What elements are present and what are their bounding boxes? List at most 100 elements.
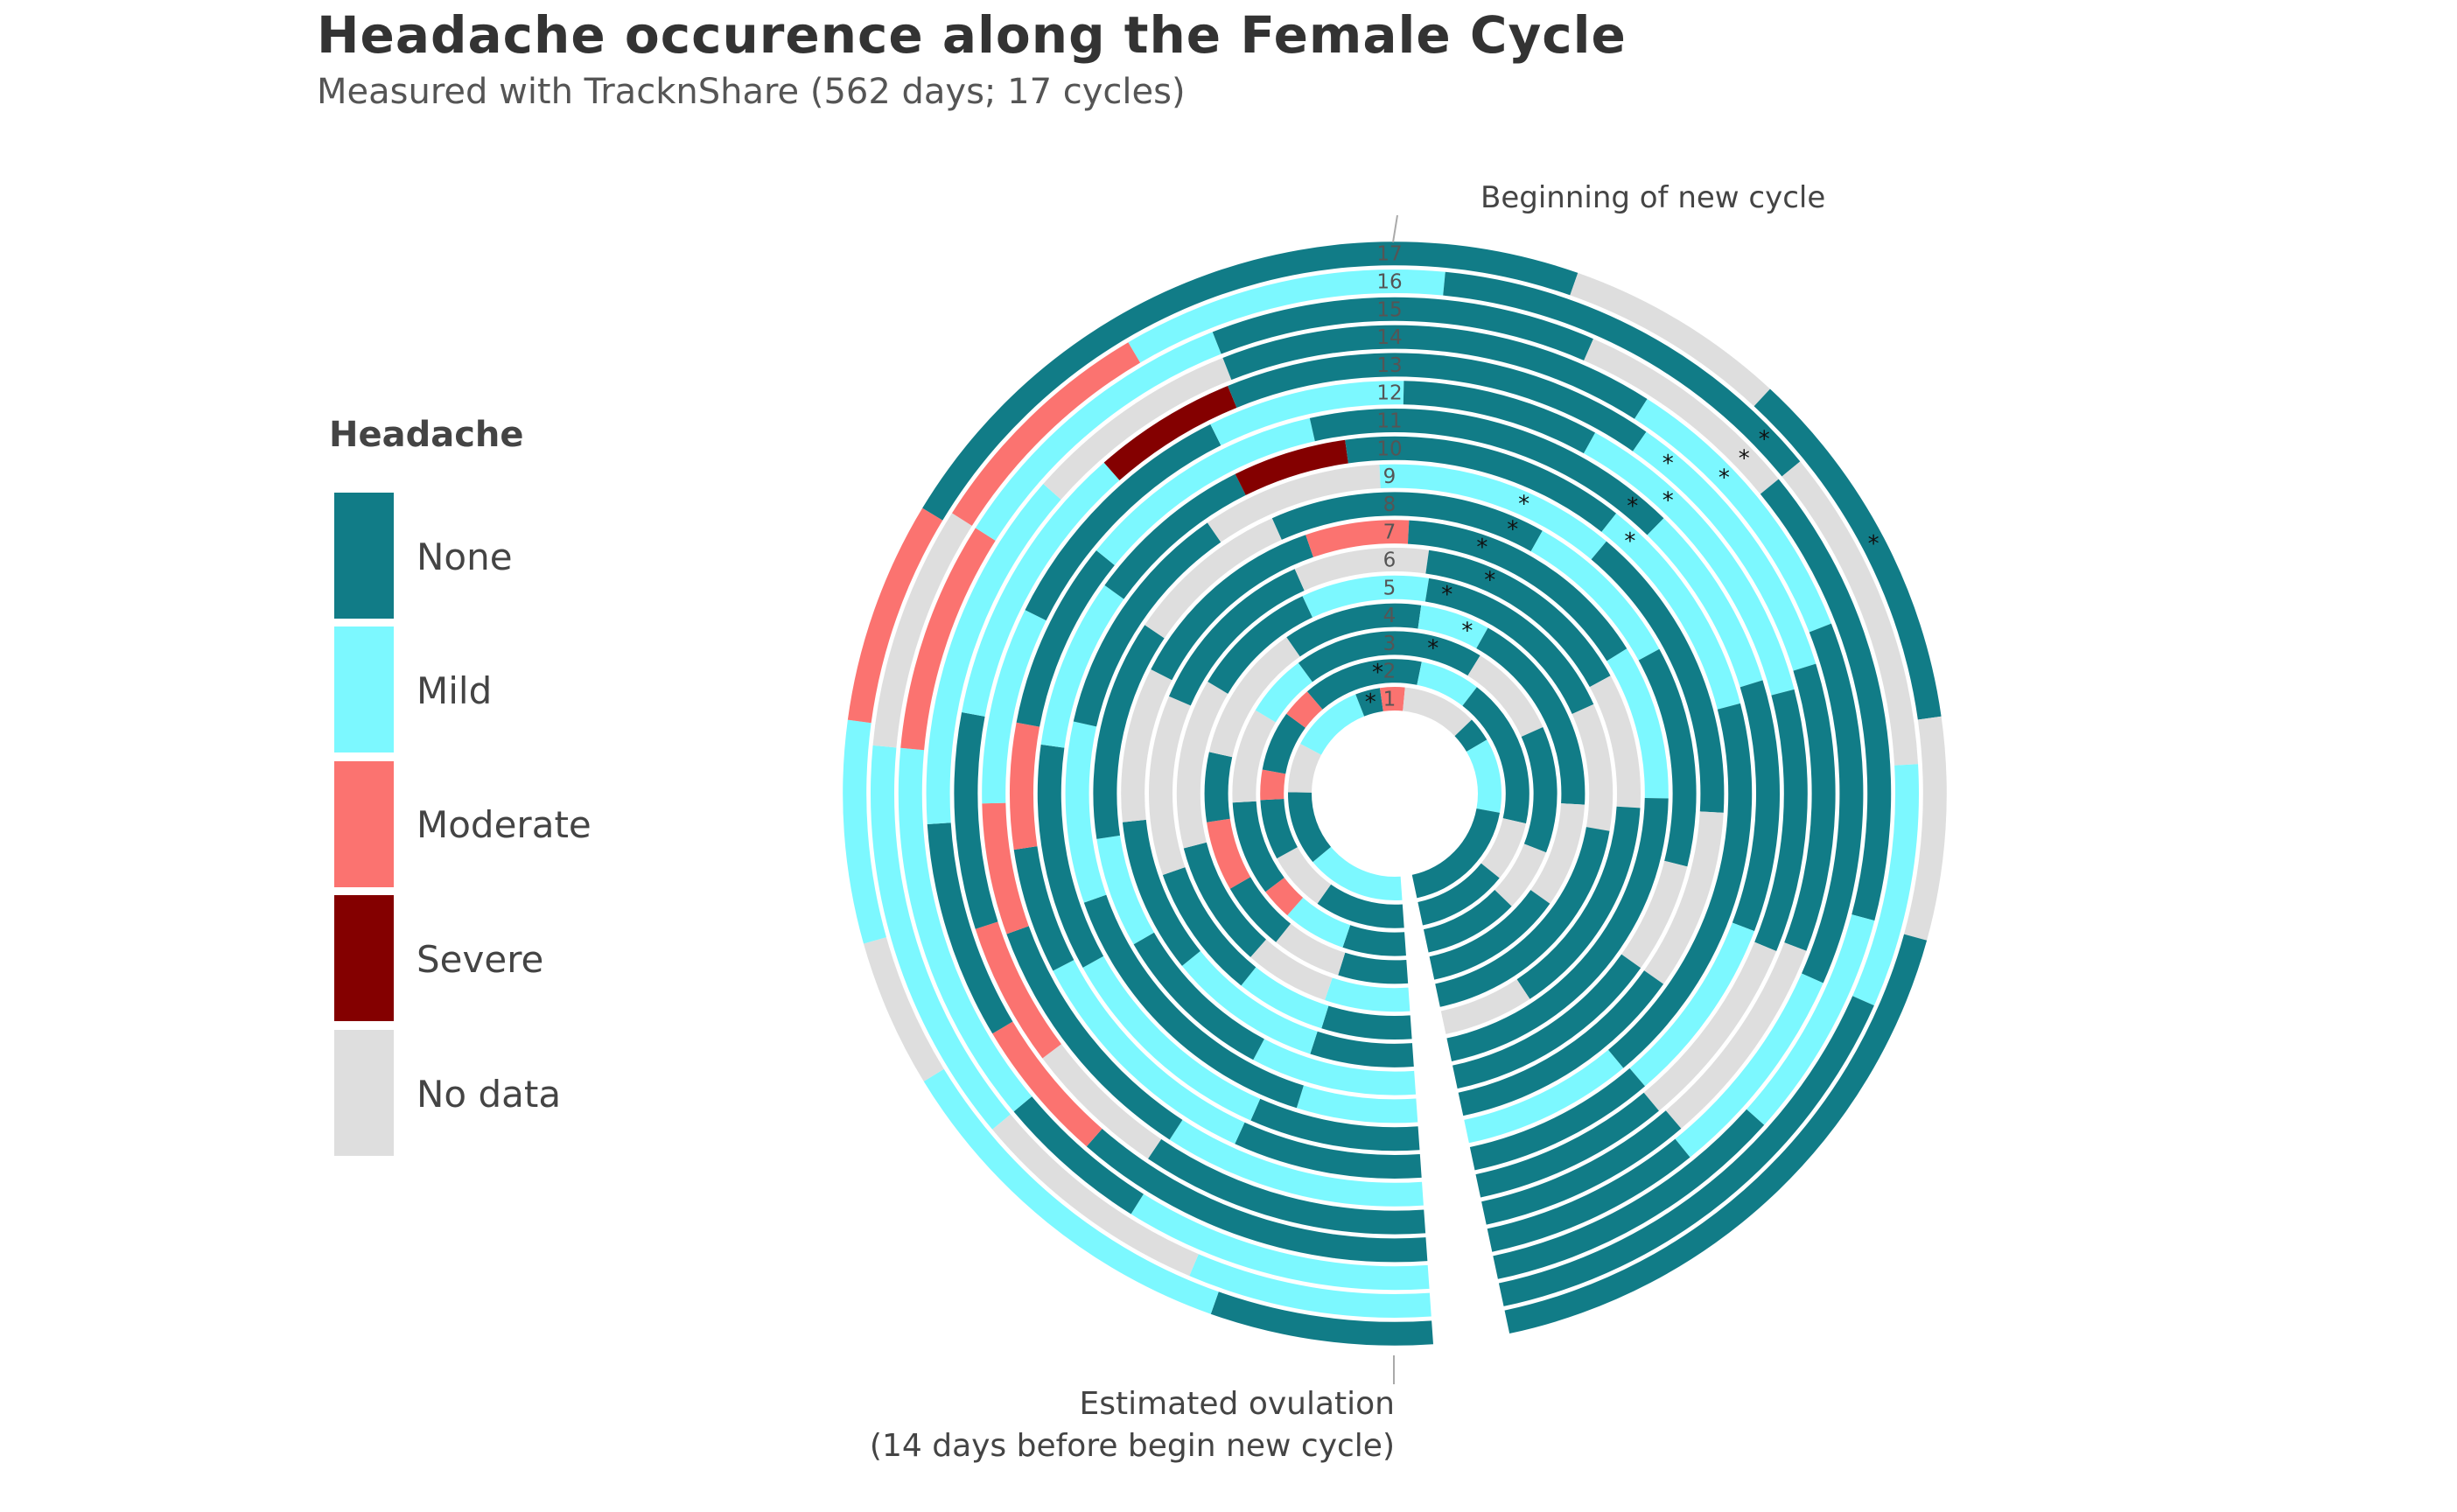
cycle-3-segment-3	[1232, 801, 1284, 892]
cycle-13-segment-10	[1481, 1110, 1682, 1225]
cycle-label-5: 5	[1383, 577, 1396, 599]
cycle-13-segment-3	[954, 711, 998, 929]
cycle-6-segment-0	[1321, 1005, 1412, 1040]
cycle-2-segment-2	[1260, 799, 1298, 859]
cycle-label-11: 11	[1376, 410, 1402, 433]
cycle-9-segment-8	[1458, 970, 1664, 1116]
cycle-11-segment-5	[1096, 417, 1315, 566]
chart-subtitle: Measured with TracknShare (562 days; 17 …	[317, 72, 1186, 112]
cycle-6-segment-4	[1168, 569, 1305, 706]
cycle-ring-12	[982, 381, 1808, 1207]
cycle-17-segment-4	[847, 508, 943, 724]
cycle-6-segment-8	[1516, 806, 1641, 999]
cycle-5-segment-3	[1176, 682, 1228, 849]
cycle-1-segment-7	[1454, 719, 1488, 752]
cycle-12-segment-0	[1169, 1119, 1424, 1207]
cycle-11-segment-10	[1469, 1068, 1645, 1171]
ovulation-marker-cycle-1: *	[1365, 690, 1376, 716]
cycle-ring-15	[898, 297, 1892, 1291]
ovulation-marker-cycle-16: *	[1759, 426, 1770, 452]
cycle-2-segment-0	[1317, 884, 1404, 928]
cycle-3-segment-5	[1255, 662, 1312, 723]
ovulation-marker-cycle-6: *	[1484, 568, 1495, 594]
cycle-15-segment-1	[1013, 1096, 1144, 1214]
cycle-1-segment-6	[1403, 687, 1472, 737]
cycle-10-segment-8	[1607, 703, 1753, 1068]
chart-title: Headache occurence along the Female Cycl…	[317, 5, 1627, 65]
cycle-16-segment-7	[1782, 461, 1919, 766]
cycle-12-segment-7	[1584, 432, 1795, 696]
cycle-16-segment-8	[1852, 764, 1920, 1006]
cycle-13-segment-9	[1665, 942, 1807, 1129]
ovulation-marker-cycle-4: *	[1461, 619, 1473, 645]
cycle-12-segment-1	[1006, 926, 1183, 1140]
cycle-14-segment-9	[1487, 1138, 1690, 1252]
cycle-17-segment-0	[1210, 1292, 1433, 1346]
cycle-8-segment-2	[1096, 835, 1154, 945]
cycle-2-segment-1	[1277, 847, 1332, 904]
cycle-5-segment-2	[1183, 842, 1266, 957]
cycle-3-segment-9	[1494, 844, 1547, 906]
ovulation-annotation-line2: (14 days before begin new cycle)	[870, 1428, 1395, 1464]
cycle-ring-5	[1176, 575, 1614, 1012]
cycle-9-segment-3	[1073, 522, 1222, 727]
cycle-label-8: 8	[1383, 494, 1396, 516]
legend-label-none: None	[416, 536, 513, 578]
cycle-15-segment-8	[1746, 914, 1875, 1125]
cycle-label-12: 12	[1376, 382, 1402, 405]
cycle-9-segment-1	[1083, 894, 1304, 1109]
cycle-2-segment-3	[1260, 769, 1286, 801]
cycle-16-segment-0	[1189, 1254, 1432, 1318]
cycle-13-segment-8	[1784, 663, 1836, 951]
cycle-4-segment-3	[1207, 818, 1251, 889]
cycle-3-segment-0	[1342, 925, 1406, 956]
cycle-2-segment-4	[1262, 713, 1306, 774]
cycle-11-segment-0	[1235, 1122, 1422, 1180]
cycle-6-segment-5	[1294, 547, 1430, 591]
cycle-17-segment-5	[922, 242, 1578, 521]
cycle-14-segment-1	[992, 1021, 1102, 1147]
cycle-ring-17	[843, 242, 1947, 1346]
cycle-17-segment-1	[923, 1068, 1219, 1314]
cycle-10-segment-6	[1345, 436, 1617, 532]
ovulation-marker-cycle-5: *	[1441, 582, 1452, 608]
cycle-ring-13	[954, 353, 1836, 1235]
cycle-16-segment-5	[1128, 270, 1446, 363]
cycle-label-14: 14	[1376, 326, 1402, 349]
cycle-start-annotation: Beginning of new cycle	[1480, 180, 1825, 215]
cycle-7-segment-1	[1181, 950, 1318, 1054]
cycle-4-segment-7	[1418, 605, 1488, 649]
cycle-1-segment-1	[1287, 792, 1332, 863]
cycle-9-segment-0	[1296, 1085, 1418, 1124]
cycle-5-segment-8	[1435, 827, 1610, 1007]
cycle-12-segment-2	[982, 802, 1029, 934]
cycle-16-segment-9	[1498, 996, 1874, 1306]
cycle-9-segment-4	[1207, 465, 1381, 542]
cycle-ring-16	[870, 270, 1920, 1318]
cycle-label-10: 10	[1376, 438, 1402, 460]
cycle-4-segment-6	[1286, 603, 1422, 657]
cycle-label-6: 6	[1383, 550, 1396, 572]
cycle-10-segment-9	[1464, 1049, 1624, 1144]
cycle-4-segment-9	[1530, 803, 1586, 904]
ovulation-marker-cycle-13: *	[1662, 451, 1674, 477]
cycle-16-segment-2	[870, 745, 1011, 1130]
cycle-17-segment-7	[1754, 388, 1942, 720]
cycle-2-segment-6	[1306, 659, 1422, 710]
cycle-16-segment-6	[1443, 271, 1801, 477]
cycle-label-17: 17	[1376, 243, 1402, 266]
cycle-label-4: 4	[1383, 605, 1396, 627]
cycle-8-segment-1	[1133, 932, 1264, 1060]
legend-swatch-mild	[334, 626, 394, 752]
cycle-5-segment-4	[1208, 596, 1312, 694]
cycle-9-segment-6	[1591, 541, 1725, 813]
cycle-5-segment-0	[1325, 977, 1410, 1012]
cycle-ring-7	[1121, 520, 1669, 1068]
cycle-label-1: 1	[1383, 689, 1396, 711]
cycle-11-segment-7	[1647, 518, 1763, 688]
ovulation-marker-cycle-10: *	[1624, 528, 1635, 555]
legend-label-severe: Severe	[416, 938, 544, 981]
cycle-6-segment-2	[1162, 867, 1256, 986]
cycle-2-segment-8	[1462, 687, 1530, 824]
cycle-3-segment-6	[1298, 631, 1480, 682]
